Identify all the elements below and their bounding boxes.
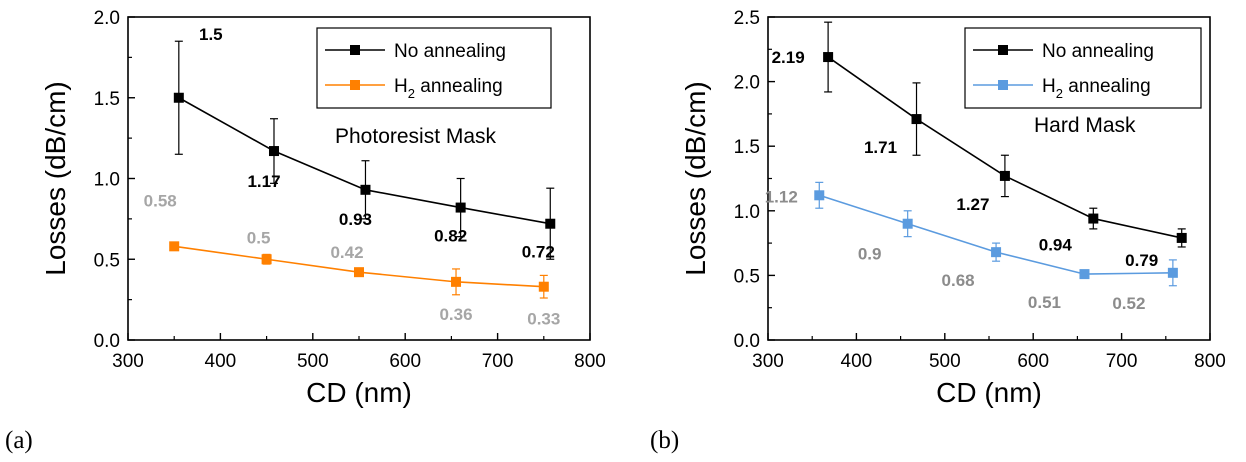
- y-tick-label: 1.0: [94, 170, 120, 191]
- data-point: [538, 281, 549, 292]
- y-tick-label: 1.0: [734, 202, 760, 223]
- data-point: [261, 254, 272, 265]
- panel-label: (a): [5, 427, 33, 454]
- chart-panel-a: 300 400 500 600 700 800 0.0 0.5 1.0 1.5 2.0 CD (nm)…: [5, 8, 606, 454]
- data-label: 0.79: [1125, 251, 1158, 270]
- data-point: [1176, 232, 1187, 243]
- data-point: [268, 146, 279, 157]
- legend-label-main: H: [394, 76, 408, 97]
- data-point: [545, 218, 556, 229]
- data-point: [455, 202, 466, 213]
- data-point: [360, 184, 371, 195]
- legend: No annealing H2 annealing: [316, 27, 552, 109]
- x-tick-label: 300: [112, 351, 144, 372]
- legend-box: [316, 27, 552, 109]
- data-label: 0.5: [247, 228, 271, 247]
- y-tick-label: 0.5: [94, 250, 120, 271]
- data-label: 0.93: [339, 210, 372, 229]
- y-tick-label: 0.0: [734, 331, 760, 352]
- legend-box: [964, 27, 1202, 109]
- legend-label-rest: annealing: [415, 76, 503, 97]
- data-label: 1.12: [765, 187, 798, 206]
- legend-label: No annealing: [1042, 41, 1154, 62]
- data-point: [902, 218, 913, 229]
- data-label: 0.58: [144, 191, 177, 210]
- x-tick-label: 300: [752, 351, 784, 372]
- data-label: 1.27: [956, 195, 989, 214]
- legend-marker: [998, 80, 1008, 90]
- legend-label-sub: 2: [408, 86, 415, 101]
- legend: No annealing H2 annealing: [964, 27, 1202, 109]
- x-tick-label: 700: [482, 351, 514, 372]
- data-label: 0.9: [858, 245, 882, 264]
- data-label: 0.33: [527, 310, 560, 329]
- legend-label-rest: annealing: [1063, 76, 1151, 97]
- x-axis-label: CD (nm): [306, 377, 412, 408]
- legend-marker: [998, 45, 1008, 55]
- data-point: [169, 241, 180, 252]
- data-label: 1.17: [247, 172, 280, 191]
- legend-label: H2 annealing: [394, 76, 503, 101]
- data-label: 0.42: [330, 243, 363, 262]
- panel-label: (b): [650, 427, 679, 454]
- data-label: 1.5: [199, 25, 223, 44]
- legend-label: No annealing: [394, 41, 506, 62]
- data-point: [1167, 267, 1178, 278]
- y-axis-label: Losses (dB/cm): [40, 81, 71, 276]
- data-point: [1079, 269, 1090, 280]
- y-tick-label: 0.0: [94, 331, 120, 352]
- data-point: [911, 114, 922, 125]
- x-tick-label: 400: [841, 351, 873, 372]
- y-tick-label: 2.0: [734, 73, 760, 94]
- y-tick-label: 1.5: [94, 89, 120, 110]
- data-label: 0.36: [439, 305, 472, 324]
- data-point: [823, 52, 834, 63]
- y-tick-label: 2.0: [94, 8, 120, 29]
- series-no-annealing: 1.5 1.17 0.93 0.82 0.72: [173, 25, 556, 262]
- y-axis-label: Losses (dB/cm): [680, 81, 711, 276]
- data-label: 0.68: [942, 271, 975, 290]
- data-label: 0.72: [522, 243, 555, 262]
- x-tick-label: 800: [1194, 351, 1226, 372]
- legend-label-sub: 2: [1056, 86, 1063, 101]
- mask-annotation: Hard Mask: [1034, 114, 1136, 137]
- data-point: [451, 276, 462, 287]
- data-label: 0.51: [1028, 293, 1061, 312]
- x-tick-label: 700: [1106, 351, 1138, 372]
- x-tick-label: 800: [574, 351, 606, 372]
- data-point: [354, 267, 364, 278]
- mask-annotation: Photoresist Mask: [335, 125, 497, 148]
- data-label: 0.52: [1112, 294, 1145, 313]
- legend-label-main: H: [1042, 76, 1056, 97]
- series-h2-annealing: 1.12 0.9 0.68 0.51 0.52: [765, 181, 1178, 313]
- data-point: [1088, 213, 1099, 224]
- data-point: [173, 92, 184, 103]
- data-label: 0.82: [434, 227, 467, 246]
- y-tick-label: 0.5: [734, 266, 760, 287]
- data-label: 0.94: [1039, 236, 1073, 255]
- x-axis-label: CD (nm): [936, 377, 1042, 408]
- data-point: [814, 190, 825, 201]
- x-tick-label: 400: [205, 351, 237, 372]
- y-tick-label: 1.5: [734, 137, 760, 158]
- x-tick-label: 500: [297, 351, 329, 372]
- data-point: [991, 247, 1002, 258]
- data-label: 2.19: [772, 48, 805, 67]
- y-tick-label: 2.5: [734, 8, 760, 29]
- legend-marker: [350, 45, 360, 55]
- legend-marker: [350, 80, 360, 90]
- x-tick-label: 600: [1017, 351, 1049, 372]
- legend-label: H2 annealing: [1042, 76, 1151, 101]
- data-label: 1.71: [864, 138, 897, 157]
- x-tick-label: 600: [389, 351, 421, 372]
- data-point: [999, 170, 1010, 181]
- series-h2-annealing: 0.58 0.5 0.42 0.36 0.33: [144, 191, 561, 328]
- x-tick-label: 500: [929, 351, 961, 372]
- series-no-annealing: 2.19 1.71 1.27 0.94 0.79: [772, 21, 1187, 270]
- chart-panel-b: 300 400 500 600 700 800 0.0 0.5 1.0 1.5 2.0 2.5 CD (…: [650, 8, 1226, 454]
